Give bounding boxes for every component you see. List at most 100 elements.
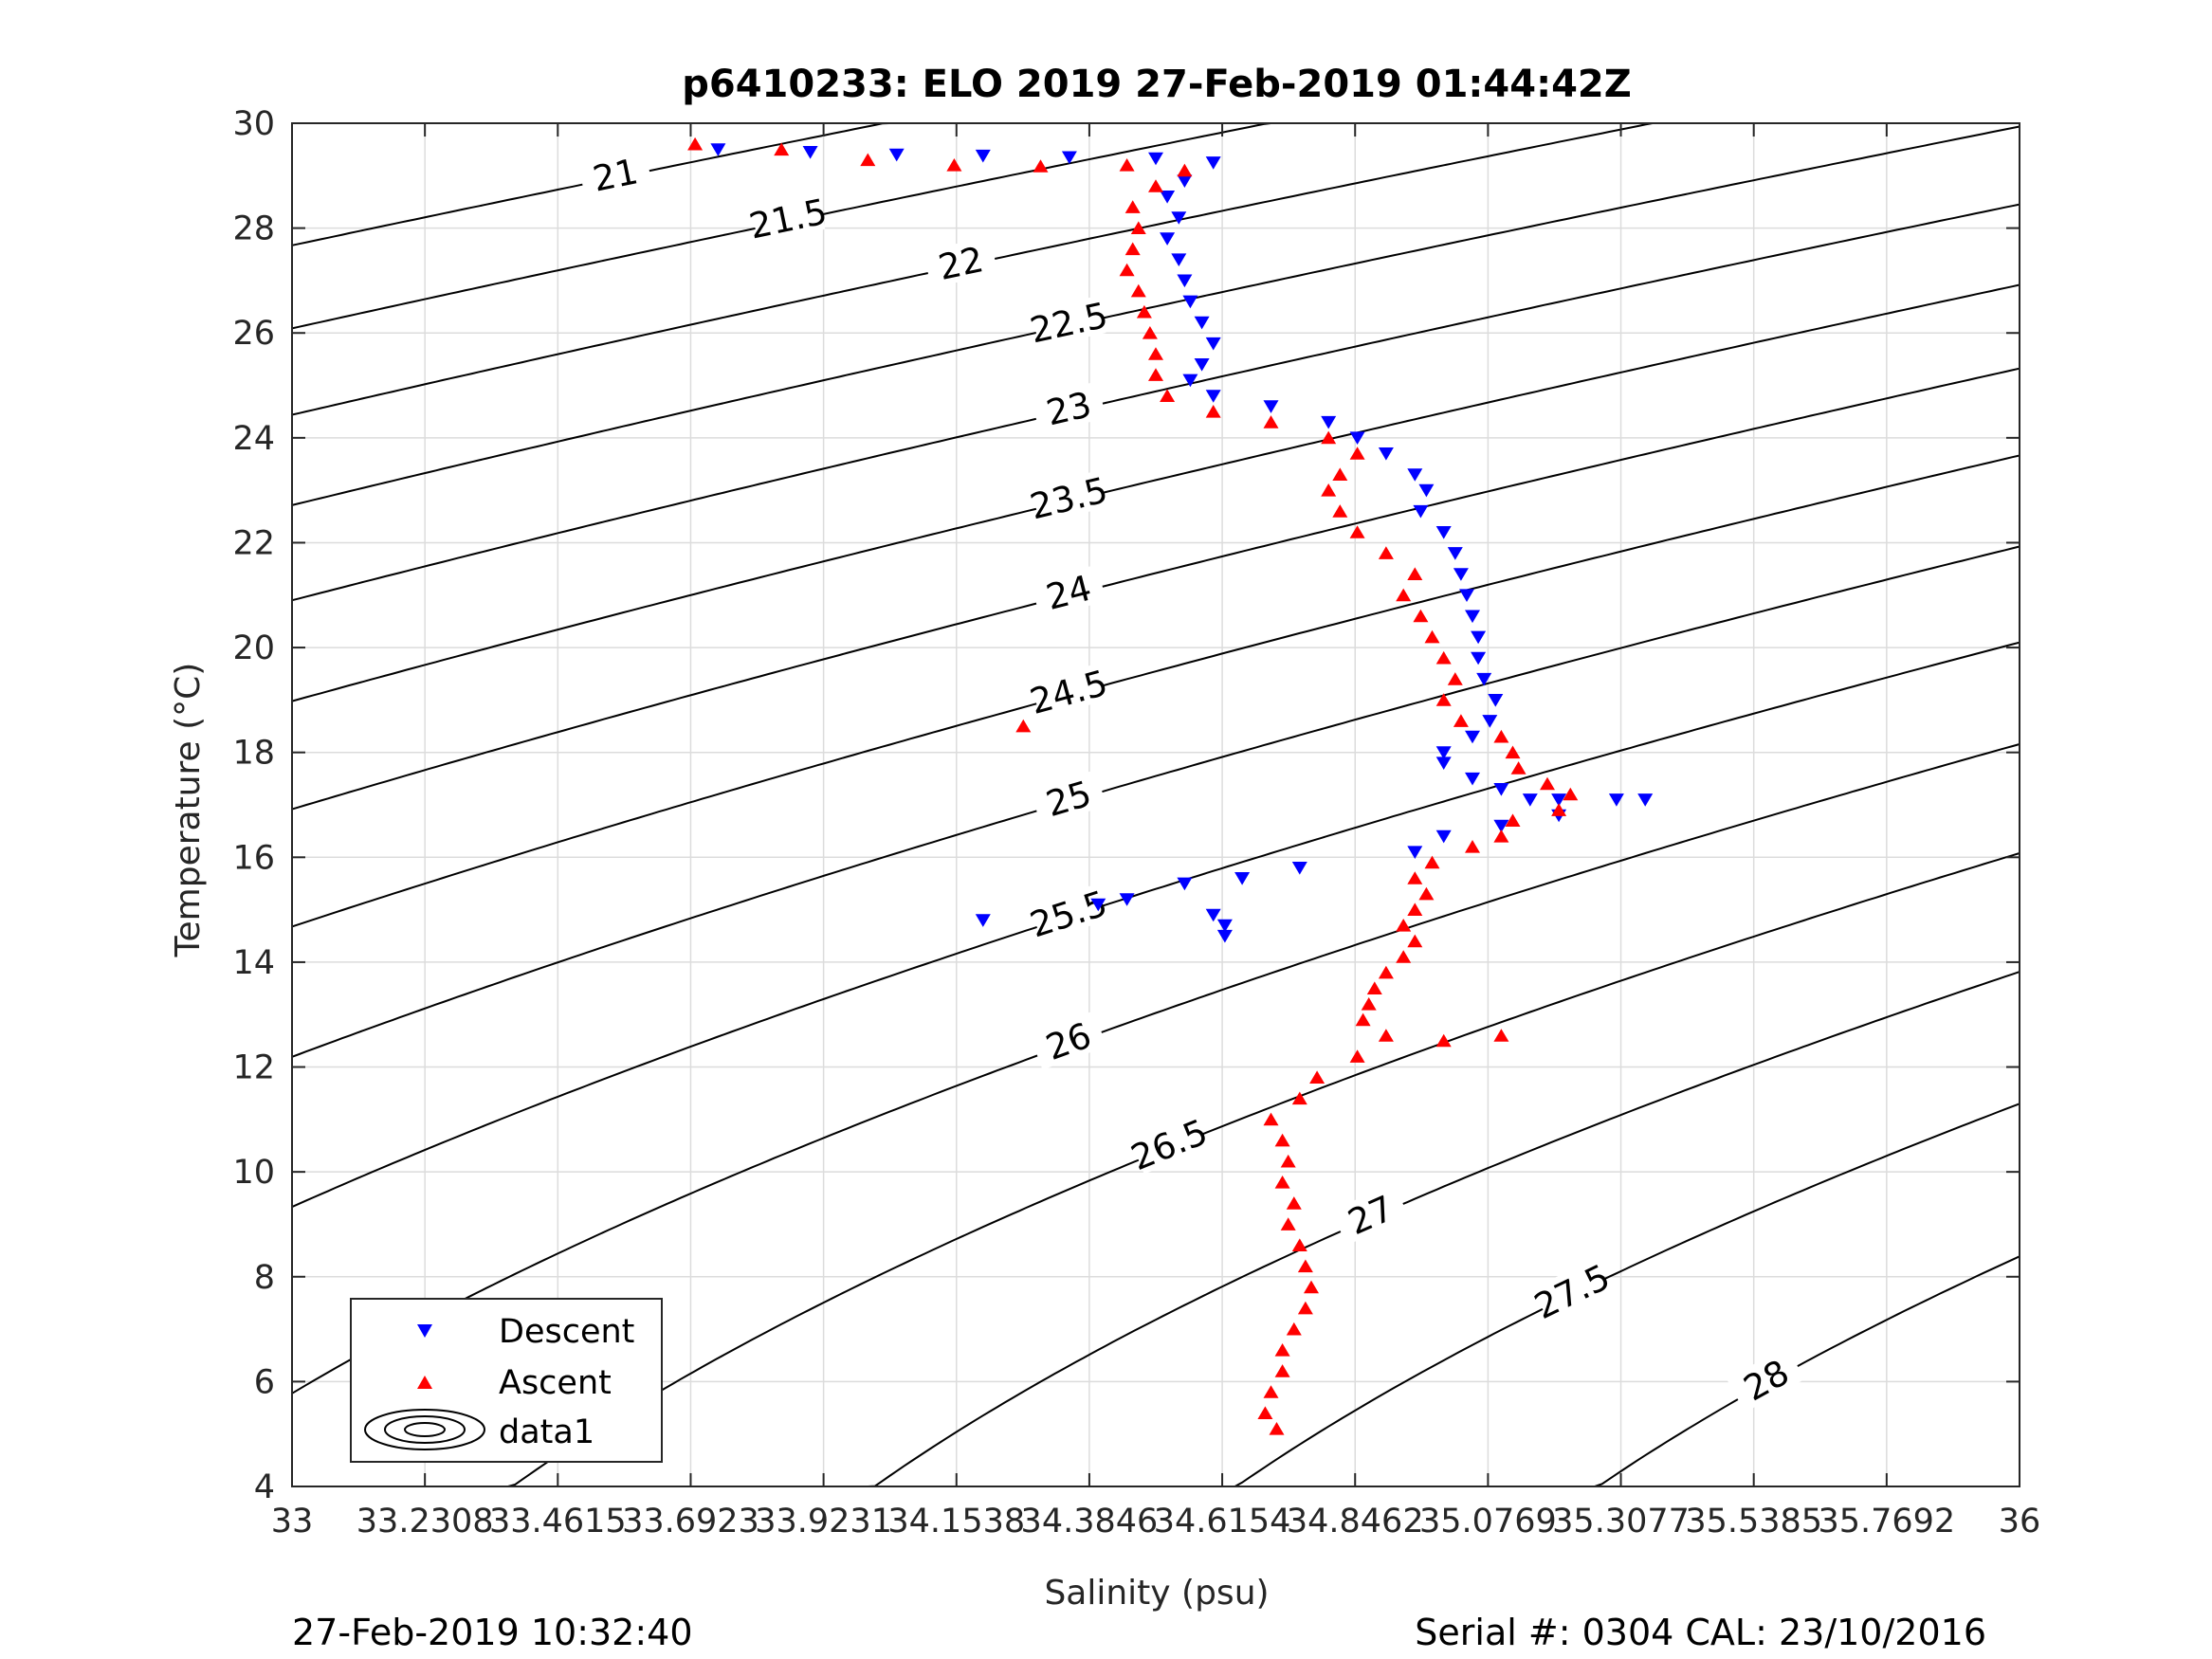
- x-tick-label: 36: [1999, 1503, 2041, 1540]
- descent-point: [1160, 232, 1176, 246]
- isopycnal-label-group: 28: [1727, 1345, 1805, 1413]
- isopycnal-label-bg: [1029, 1011, 1107, 1070]
- x-tick-label: 33.4615: [489, 1503, 627, 1540]
- ascent-point: [1424, 629, 1440, 644]
- chart-title: p6410233: ELO 2019 27-Feb-2019 01:44:42Z: [682, 63, 1632, 106]
- descent-point: [1263, 400, 1279, 413]
- ascent-point: [1332, 467, 1348, 481]
- y-tick-label: 30: [232, 105, 275, 143]
- legend-descent-label: Descent: [499, 1313, 634, 1351]
- y-tick-label: 4: [254, 1468, 275, 1506]
- descent-point: [1407, 846, 1423, 859]
- descent-point: [1522, 793, 1538, 807]
- ascent-point: [1435, 1033, 1452, 1048]
- descent-point: [1061, 151, 1077, 165]
- ascent-series: [687, 137, 1579, 1435]
- descent-point: [1435, 746, 1452, 759]
- descent-point: [1493, 783, 1509, 796]
- descent-point: [1205, 390, 1221, 403]
- ascent-point: [1332, 504, 1348, 518]
- ascent-point: [1435, 650, 1452, 665]
- isopycnal-label: 21: [590, 151, 642, 200]
- ascent-point: [1177, 163, 1193, 177]
- ascent-point: [1286, 1322, 1302, 1336]
- ascent-point: [774, 142, 790, 156]
- descent-point: [1551, 793, 1567, 807]
- isopycnal-line: [291, 122, 1394, 330]
- isopycnal-line: [291, 454, 2020, 928]
- descent-point: [1435, 757, 1452, 770]
- descent-point: [888, 148, 905, 162]
- y-tick-label: 20: [232, 629, 275, 667]
- ascent-point: [1148, 347, 1163, 360]
- ascent-point: [1274, 1364, 1290, 1377]
- plot-frame: [291, 122, 2020, 1487]
- isopycnal-label: 27.5: [1528, 1256, 1617, 1327]
- ascent-point: [1407, 934, 1423, 948]
- descent-point: [1493, 819, 1509, 833]
- isopycnal-label-bg: [1030, 770, 1106, 826]
- isopycnal-label-group: 26.5: [1125, 1111, 1214, 1178]
- ascent-point: [1551, 803, 1567, 816]
- ascent-point: [687, 137, 704, 151]
- isopycnal-label-group: 23.5: [1026, 469, 1111, 527]
- isopycnal-label-bg: [1031, 381, 1106, 434]
- isopycnal-label-group: 27.5: [1528, 1256, 1617, 1327]
- descent-point: [1453, 568, 1469, 581]
- isopycnal-label-bg: [750, 191, 826, 244]
- descent-point: [1171, 253, 1187, 266]
- legend-contour-icon: [364, 1409, 485, 1450]
- isopycnal-line: [291, 283, 2020, 702]
- ascent-point: [1407, 902, 1423, 916]
- isopycnal-label-bg: [1031, 470, 1106, 524]
- x-tick-label: 34.6154: [1154, 1503, 1291, 1540]
- ascent-point: [1124, 200, 1141, 213]
- descent-point: [1205, 908, 1221, 922]
- isopycnal-label-group: 26: [1029, 1011, 1107, 1070]
- isopycnal-label-bg: [1532, 1258, 1611, 1323]
- descent-point: [1637, 793, 1654, 807]
- descent-point: [1378, 447, 1394, 461]
- ascent-point: [1435, 693, 1452, 706]
- x-axis-label: Salinity (psu): [1044, 1574, 1269, 1613]
- isopycnal-line: [839, 971, 2020, 1487]
- legend-descent-marker: [417, 1324, 432, 1338]
- ascent-point: [1205, 405, 1221, 418]
- x-tick-label: 35.5385: [1685, 1503, 1822, 1540]
- ascent-point: [1413, 609, 1429, 623]
- x-tick-label: 34.8462: [1287, 1503, 1424, 1540]
- isopycnal-label-bg: [1727, 1345, 1805, 1413]
- grid: [291, 122, 2020, 1487]
- ascent-point: [1418, 886, 1435, 901]
- descent-point: [975, 149, 991, 163]
- ascent-point: [1510, 761, 1526, 775]
- ascent-point: [1136, 304, 1152, 319]
- footer-timestamp: 27-Feb-2019 10:32:40: [292, 1612, 693, 1653]
- isopycnal-line: [291, 203, 2020, 602]
- isopycnal-label: 22: [935, 239, 987, 288]
- descent-point: [1465, 730, 1480, 744]
- ascent-point: [1160, 389, 1176, 402]
- x-tick-label: 35.0769: [1419, 1503, 1557, 1540]
- isopycnal-line: [291, 743, 2020, 1395]
- axes: [291, 122, 2020, 1487]
- ascent-point: [1297, 1301, 1313, 1315]
- descent-point: [1459, 589, 1474, 602]
- ascent-point: [1378, 546, 1394, 559]
- ascent-point: [1563, 787, 1579, 801]
- y-tick-label: 14: [232, 944, 275, 982]
- ascent-point: [1540, 776, 1555, 791]
- legend-ascent-marker: [417, 1376, 432, 1389]
- ascent-point: [1119, 263, 1135, 277]
- ascent-point: [1257, 1406, 1273, 1419]
- isopycnal-label: 23.5: [1026, 469, 1111, 527]
- descent-point: [1471, 630, 1487, 645]
- ascent-point: [1355, 1012, 1371, 1027]
- descent-point: [1177, 877, 1193, 891]
- descent-point: [1182, 374, 1198, 388]
- isopycnal-line: [291, 122, 1782, 416]
- ascent-point: [1424, 855, 1440, 869]
- y-tick-label: 26: [232, 315, 275, 353]
- ascent-point: [1396, 919, 1412, 932]
- ascent-point: [1263, 1385, 1279, 1398]
